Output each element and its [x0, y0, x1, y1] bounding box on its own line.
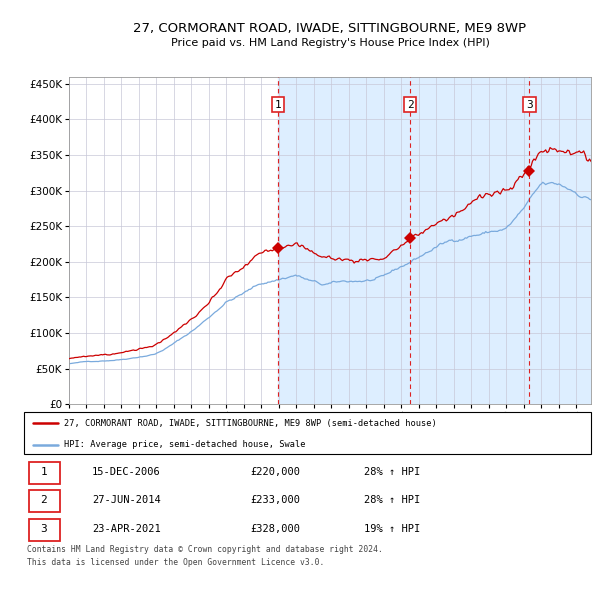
Text: 19% ↑ HPI: 19% ↑ HPI	[364, 524, 421, 534]
Text: HPI: Average price, semi-detached house, Swale: HPI: Average price, semi-detached house,…	[64, 441, 305, 450]
Text: 1: 1	[275, 100, 281, 110]
Text: 2: 2	[40, 496, 47, 506]
Text: £328,000: £328,000	[251, 524, 301, 534]
Text: 2: 2	[407, 100, 413, 110]
Text: £220,000: £220,000	[251, 467, 301, 477]
Text: This data is licensed under the Open Government Licence v3.0.: This data is licensed under the Open Gov…	[27, 558, 325, 567]
Text: 27, CORMORANT ROAD, IWADE, SITTINGBOURNE, ME9 8WP (semi-detached house): 27, CORMORANT ROAD, IWADE, SITTINGBOURNE…	[64, 419, 436, 428]
Text: 28% ↑ HPI: 28% ↑ HPI	[364, 467, 421, 477]
Bar	[278, 77, 591, 404]
Text: 23-APR-2021: 23-APR-2021	[92, 524, 161, 534]
Text: 3: 3	[40, 524, 47, 534]
Text: Contains HM Land Registry data © Crown copyright and database right 2024.: Contains HM Land Registry data © Crown c…	[27, 545, 383, 554]
Text: 27, CORMORANT ROAD, IWADE, SITTINGBOURNE, ME9 8WP: 27, CORMORANT ROAD, IWADE, SITTINGBOURNE…	[133, 22, 527, 35]
Text: Price paid vs. HM Land Registry's House Price Index (HPI): Price paid vs. HM Land Registry's House …	[170, 38, 490, 48]
Text: 3: 3	[526, 100, 533, 110]
Bar	[29, 490, 60, 512]
Text: 15-DEC-2006: 15-DEC-2006	[92, 467, 161, 477]
Bar	[29, 462, 60, 484]
Text: 28% ↑ HPI: 28% ↑ HPI	[364, 496, 421, 506]
Text: 1: 1	[40, 467, 47, 477]
Bar	[29, 519, 60, 540]
Text: 27-JUN-2014: 27-JUN-2014	[92, 496, 161, 506]
Text: £233,000: £233,000	[251, 496, 301, 506]
